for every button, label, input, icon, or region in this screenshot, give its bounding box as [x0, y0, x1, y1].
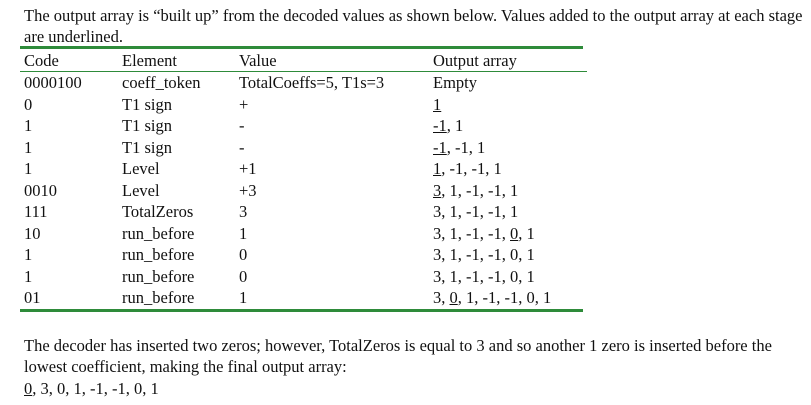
table-top-rule: [20, 46, 583, 49]
cell-value: -: [239, 116, 245, 136]
cell-output-array: 3, 1, -1, -1, 0, 1: [433, 266, 587, 288]
output-underlined: 0: [510, 223, 519, 243]
output-plain: 3, 1, -1, -1, 1: [433, 202, 519, 222]
cell-element: run_before: [122, 223, 195, 243]
cell-output-array: 1: [433, 94, 587, 116]
table-row: 1 run_before 0 3, 1, -1, -1, 0, 1: [20, 244, 587, 266]
output-plain: , 1, -1, -1, 0, 1: [457, 288, 552, 308]
output-underlined: 1: [433, 159, 442, 179]
table-row: 1 run_before 0 3, 1, -1, -1, 0, 1: [20, 266, 587, 288]
cell-code: 0000100: [24, 73, 82, 93]
cell-value: 1: [239, 288, 248, 308]
cell-value: 0: [239, 266, 248, 286]
output-underlined: -1: [433, 116, 447, 136]
cell-output-array: -1, 1: [433, 115, 587, 137]
cell-output-array: 3, 0, 1, -1, -1, 0, 1: [433, 287, 587, 309]
header-value: Value: [239, 50, 433, 72]
table-row: 01 run_before 1 3, 0, 1, -1, -1, 0, 1: [20, 287, 587, 309]
output-plain: , -1, 1: [446, 137, 486, 157]
table-row: 0010 Level +3 3, 1, -1, -1, 1: [20, 180, 587, 202]
output-underlined: 0: [449, 288, 458, 308]
cell-element: T1 sign: [122, 116, 172, 136]
output-plain: , 1: [518, 223, 535, 243]
cell-element: Level: [122, 180, 160, 200]
cell-code: 1: [24, 266, 33, 286]
header-element: Element: [122, 50, 239, 72]
output-underlined: -1: [433, 137, 447, 157]
cell-output-array: 3, 1, -1, -1, 0, 1: [433, 244, 587, 266]
cell-code: 1: [24, 245, 33, 265]
cell-code: 01: [24, 288, 41, 308]
cell-output-array: Empty: [433, 72, 587, 94]
table-row: 1 T1 sign - -1, -1, 1: [20, 137, 587, 159]
cell-element: Level: [122, 159, 160, 179]
table-row: 10 run_before 1 3, 1, -1, -1, 0, 1: [20, 223, 587, 245]
final-array-rest: , 3, 0, 1, -1, -1, 0, 1: [32, 379, 159, 398]
cell-value: +1: [239, 159, 257, 179]
cell-output-array: 3, 1, -1, -1, 0, 1: [433, 223, 587, 245]
cell-element: coeff_token: [122, 73, 201, 93]
cell-code: 10: [24, 223, 41, 243]
final-output-array: 0, 3, 0, 1, -1, -1, 0, 1: [24, 378, 159, 399]
cell-value: 3: [239, 202, 248, 222]
final-array-underlined: 0: [24, 379, 33, 398]
cell-code: 0010: [24, 180, 57, 200]
cell-value: 1: [239, 223, 248, 243]
cell-value: +3: [239, 180, 257, 200]
header-code: Code: [20, 50, 122, 72]
decoding-table: Code Element Value Output array 0000100 …: [20, 50, 587, 309]
table-row: 111 TotalZeros 3 3, 1, -1, -1, 1: [20, 201, 587, 223]
table-row: 1 Level +1 1, -1, -1, 1: [20, 158, 587, 180]
output-plain: , 1, -1, -1, 1: [441, 180, 519, 200]
cell-code: 1: [24, 137, 33, 157]
cell-output-array: 1, -1, -1, 1: [433, 158, 587, 180]
header-output-array: Output array: [433, 50, 587, 72]
cell-output-array: 3, 1, -1, -1, 1: [433, 201, 587, 223]
cell-element: run_before: [122, 245, 195, 265]
table-row: 1 T1 sign - -1, 1: [20, 115, 587, 137]
table-header-row: Code Element Value Output array: [20, 50, 587, 72]
output-plain: , -1, -1, 1: [441, 159, 502, 179]
cell-code: 1: [24, 116, 33, 136]
cell-code: 0: [24, 94, 33, 114]
output-plain: Empty: [433, 73, 477, 93]
output-underlined: 1: [433, 94, 442, 114]
cell-element: T1 sign: [122, 137, 172, 157]
output-plain: 3,: [433, 288, 450, 308]
cell-output-array: 3, 1, -1, -1, 1: [433, 180, 587, 202]
cell-code: 1: [24, 159, 33, 179]
outro-paragraph: The decoder has inserted two zeros; howe…: [24, 336, 772, 376]
output-plain: 3, 1, -1, -1, 0, 1: [433, 245, 535, 265]
cell-element: T1 sign: [122, 94, 172, 114]
cell-value: 0: [239, 245, 248, 265]
output-plain: , 1: [446, 116, 464, 136]
output-plain: 3, 1, -1, -1,: [433, 223, 510, 243]
cell-element: run_before: [122, 266, 195, 286]
cell-value: -: [239, 137, 245, 157]
output-plain: 3, 1, -1, -1, 0, 1: [433, 266, 535, 286]
cell-output-array: -1, -1, 1: [433, 137, 587, 159]
table-row: 0000100 coeff_token TotalCoeffs=5, T1s=3…: [20, 72, 587, 94]
table-row: 0 T1 sign + 1: [20, 94, 587, 116]
output-underlined: 3: [433, 180, 442, 200]
cell-value: TotalCoeffs=5, T1s=3: [239, 73, 385, 93]
table-bottom-rule: [20, 309, 583, 312]
cell-code: 111: [24, 202, 48, 222]
intro-paragraph: The output array is “built up” from the …: [24, 6, 803, 46]
cell-value: +: [239, 94, 249, 114]
cell-element: run_before: [122, 288, 195, 308]
cell-element: TotalZeros: [122, 202, 194, 222]
